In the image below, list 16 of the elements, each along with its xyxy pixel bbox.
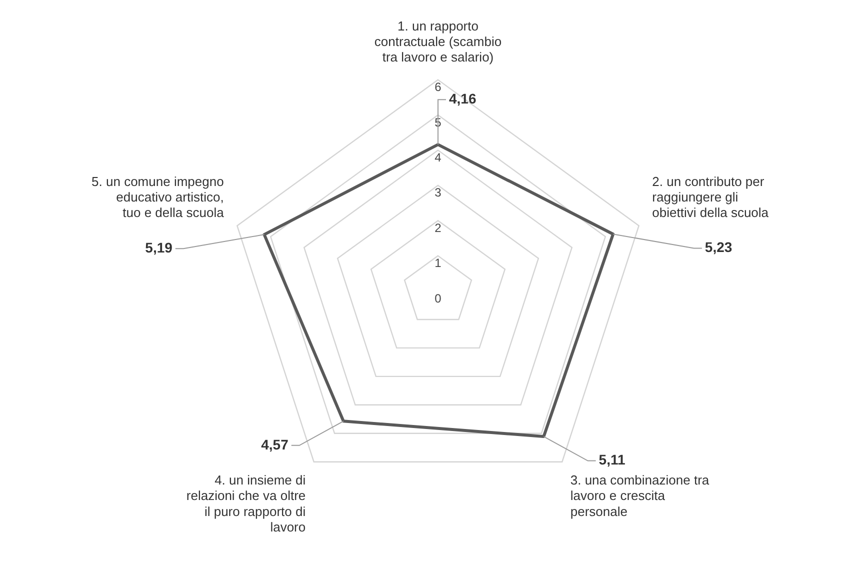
spoke-label: 2. un contributo per raggiungere gli obiettivi della scuola [652, 174, 770, 220]
data-label: 4,16 [449, 90, 476, 106]
y-tick-label: 6 [434, 80, 442, 94]
spoke-label: 1. un rapporto contractuale (scambio tra lavoro e salario) [374, 18, 502, 65]
y-tick-label: 3 [434, 186, 442, 200]
spoke-label: 4. un insieme di relazioni che va oltre il puro rapporto di lavoro [186, 472, 306, 534]
spoke-label: 5. un comune impegno educativo artistico, tuo e della scuola [92, 174, 225, 220]
data-label: 5,11 [598, 452, 626, 468]
y-tick-label: 0 [434, 291, 442, 306]
spoke-label: 3. una combinazione tra lavoro e crescita personale [570, 472, 710, 519]
data-label: 5,19 [145, 240, 173, 256]
data-label: 4,57 [261, 436, 289, 452]
data-label: 5,23 [704, 239, 732, 256]
y-tick-label: 1 [434, 256, 442, 270]
y-tick-label: 2 [434, 220, 442, 235]
y-tick-label: 4 [434, 150, 442, 165]
